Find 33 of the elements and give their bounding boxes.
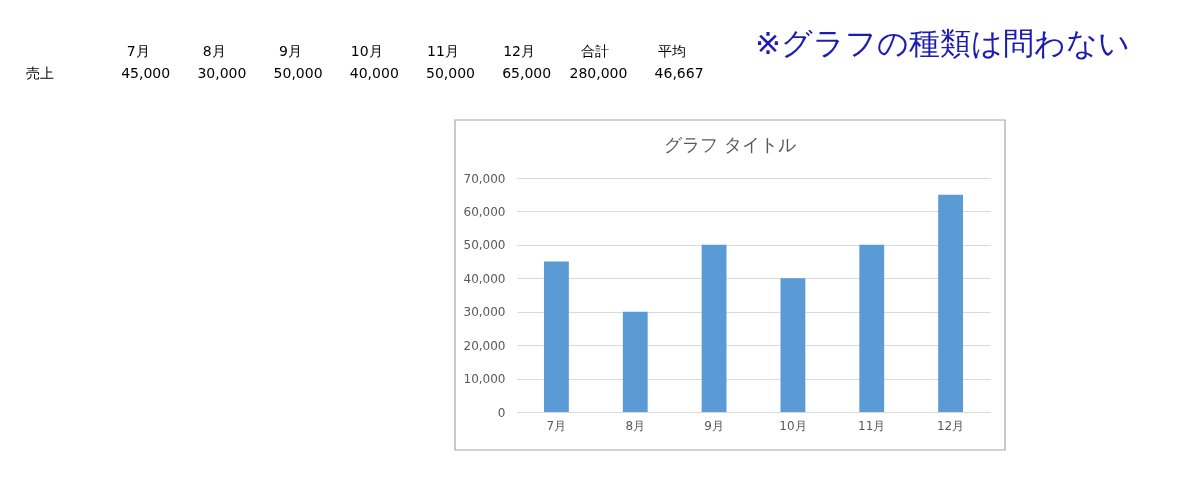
y-tick-label: 0 [497, 405, 506, 420]
text: 280,000 [569, 65, 628, 81]
x-tick-label: 7月 [546, 418, 567, 433]
text: 平均 [657, 43, 686, 59]
text: 売上 [26, 65, 54, 81]
text: 50,000 [426, 65, 475, 81]
category-label: 8月 [202, 43, 226, 59]
text: 65,000 [502, 65, 552, 81]
category-label: 9月 [279, 43, 302, 59]
category-label: 10月 [350, 43, 383, 59]
x-tick-label: 10月 [779, 418, 807, 433]
y-tick-label: 60,000 [463, 204, 506, 219]
x-tick-label: 9月 [704, 418, 724, 433]
category-label: 7月 [126, 43, 150, 59]
chart-title: グラフ タイトル [664, 134, 796, 155]
text: 46,667 [654, 65, 704, 81]
y-tick-label: 70,000 [463, 171, 506, 186]
text: 合計 [581, 43, 610, 59]
category-label: 11月 [426, 43, 459, 59]
y-tick-label: 20,000 [463, 338, 506, 353]
x-tick-label: 12月 [936, 418, 965, 433]
text: 30,000 [197, 65, 247, 81]
y-tick-label: 30,000 [463, 305, 506, 320]
x-tick-label: 11月 [858, 418, 886, 433]
text: 40,000 [349, 65, 399, 81]
text: 50,000 [273, 65, 323, 81]
y-tick-label: 50,000 [463, 238, 506, 253]
category-label: 12月 [503, 43, 536, 59]
y-tick-label: 40,000 [463, 271, 506, 286]
x-tick-label: 8月 [625, 418, 646, 433]
text: 45,000 [121, 65, 171, 81]
text: ※グラフの種類は問わない [755, 25, 1130, 61]
y-tick-label: 10,000 [463, 372, 506, 387]
